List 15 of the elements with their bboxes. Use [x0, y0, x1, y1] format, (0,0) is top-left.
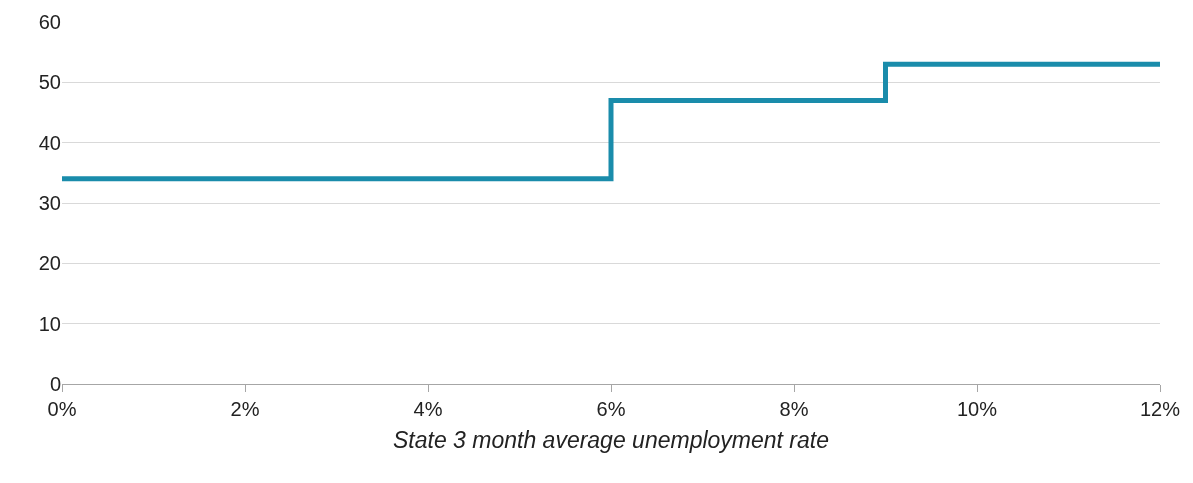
- x-tick-label: 2%: [230, 398, 260, 420]
- y-tick-label: 60: [38, 11, 61, 33]
- y-tick-label: 30: [38, 192, 61, 214]
- x-tick-label: 4%: [413, 398, 443, 420]
- y-tick-label: 0: [49, 373, 61, 395]
- y-tick-label: 20: [38, 252, 61, 275]
- x-tick-label: 6%: [596, 398, 626, 420]
- x-axis-title: State 3 month average unemployment rate: [393, 426, 829, 453]
- x-tick-label: 0%: [47, 398, 77, 420]
- x-tick-label: 10%: [956, 398, 998, 420]
- y-tick-label: 50: [38, 71, 61, 94]
- x-tick-label: 8%: [779, 398, 809, 420]
- y-tick-label: 10: [38, 312, 61, 335]
- x-tick-label: 12%: [1139, 398, 1181, 420]
- y-tick-label: 40: [38, 131, 61, 154]
